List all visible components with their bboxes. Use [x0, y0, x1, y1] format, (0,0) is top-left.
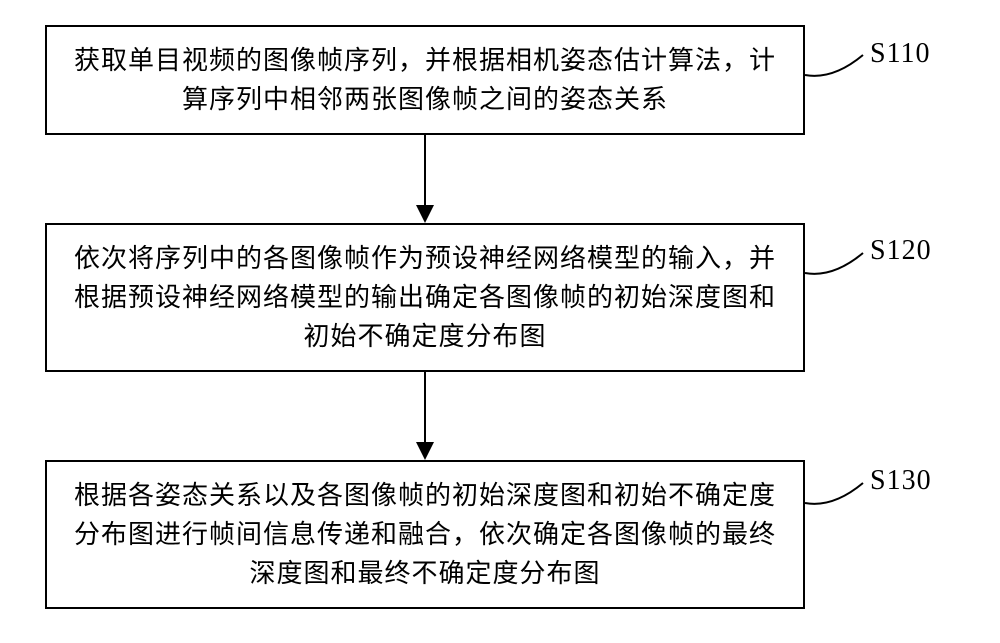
- flow-step-s130-text: 根据各姿态关系以及各图像帧的初始深度图和初始不确定度分布图进行帧间信息传递和融合…: [67, 476, 783, 593]
- flow-step-s130: 根据各姿态关系以及各图像帧的初始深度图和初始不确定度分布图进行帧间信息传递和融合…: [45, 460, 805, 609]
- arrow-1: [45, 135, 805, 223]
- flowchart-container: 获取单目视频的图像帧序列，并根据相机姿态估计算法，计算序列中相邻两张图像帧之间的…: [45, 25, 905, 609]
- flow-step-s110-text: 获取单目视频的图像帧序列，并根据相机姿态估计算法，计算序列中相邻两张图像帧之间的…: [67, 41, 783, 119]
- flow-step-s110: 获取单目视频的图像帧序列，并根据相机姿态估计算法，计算序列中相邻两张图像帧之间的…: [45, 25, 805, 135]
- flow-step-s120: 依次将序列中的各图像帧作为预设神经网络模型的输入，并根据预设神经网络模型的输出确…: [45, 223, 805, 372]
- step-label-s130: S130: [870, 465, 932, 497]
- arrow-1-svg: [410, 135, 440, 223]
- step-label-s120: S120: [870, 235, 932, 267]
- arrow-2-svg: [410, 372, 440, 460]
- flow-step-s120-text: 依次将序列中的各图像帧作为预设神经网络模型的输入，并根据预设神经网络模型的输出确…: [67, 239, 783, 356]
- arrow-2: [45, 372, 805, 460]
- step-label-s110: S110: [870, 38, 931, 70]
